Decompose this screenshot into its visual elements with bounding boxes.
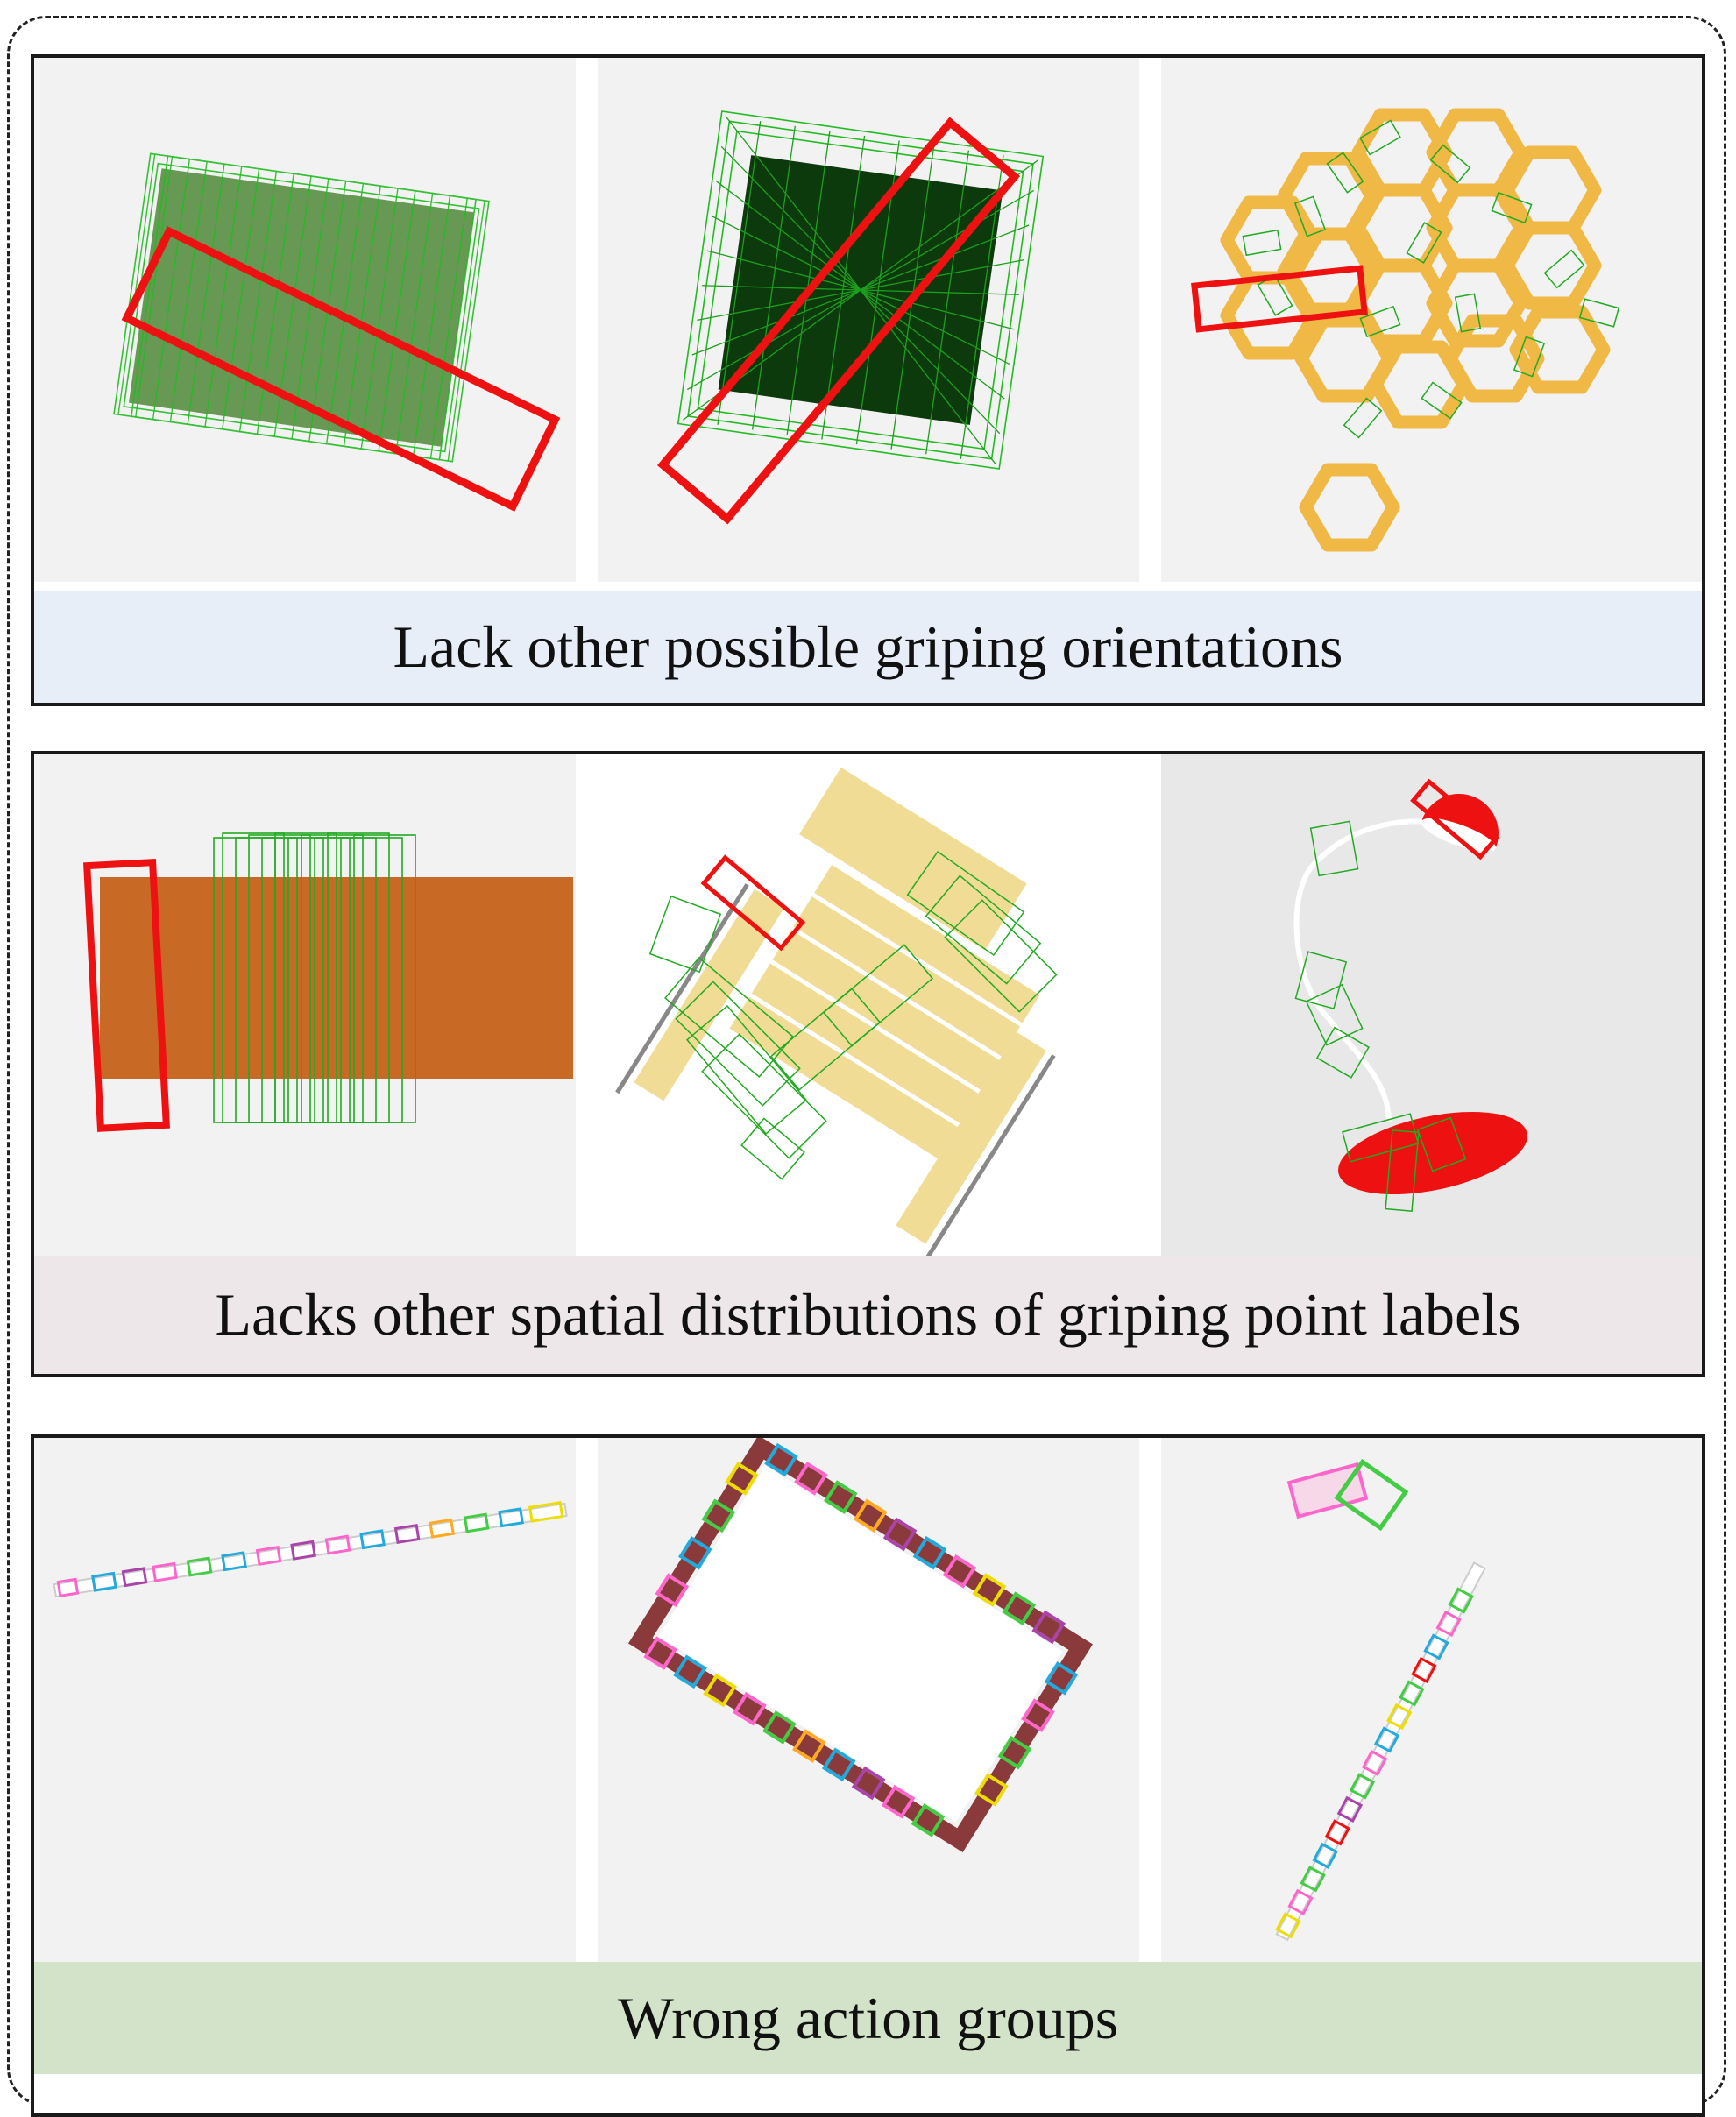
panel-3-caption: Wrong action groups — [34, 1962, 1702, 2074]
rod-action-groups-image — [34, 1438, 576, 1962]
wood-plank-grasps-image — [34, 754, 576, 1256]
cube-grasps-image — [598, 58, 1139, 582]
box-grasps-image — [34, 58, 576, 582]
panel-orientations: Lack other possible griping orientations — [31, 54, 1705, 706]
panel-spatial-distribution: Lacks other spatial distributions of gri… — [31, 751, 1705, 1377]
chair-grasps-image — [598, 754, 1139, 1256]
hexagon-shelf-grasps-image — [1161, 58, 1702, 582]
lamp-grasps-image — [1161, 754, 1702, 1256]
pole-action-groups-image — [1161, 1438, 1702, 1962]
panel-2-caption: Lacks other spatial distributions of gri… — [34, 1256, 1702, 1374]
panel-1-caption: Lack other possible griping orientations — [34, 591, 1702, 703]
frame-action-groups-image — [598, 1438, 1139, 1962]
panel-action-groups: Wrong action groups — [31, 1434, 1705, 2117]
